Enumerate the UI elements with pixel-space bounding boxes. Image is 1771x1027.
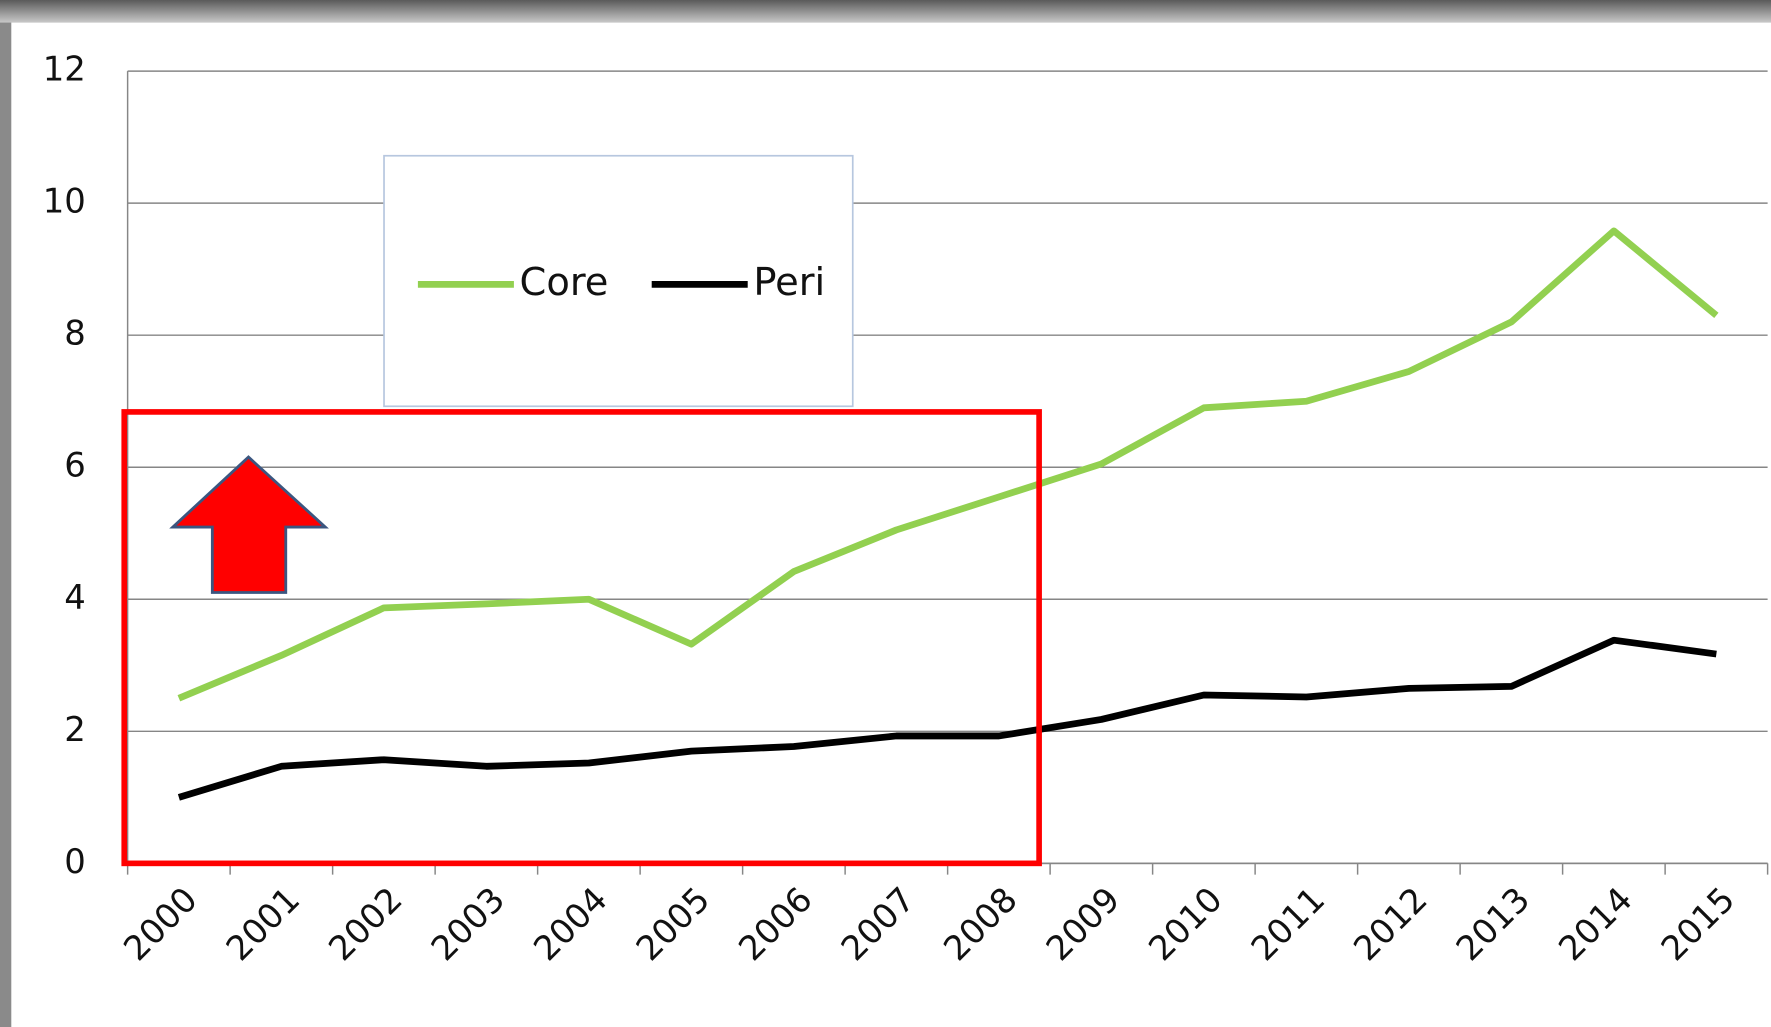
y-tick-label: 2 xyxy=(64,710,86,749)
highlight-box xyxy=(121,409,1042,867)
y-tick-label: 6 xyxy=(64,446,86,485)
lines xyxy=(177,227,1719,801)
legend-label: Peri xyxy=(753,260,825,305)
up-arrow xyxy=(169,455,329,594)
series-line xyxy=(177,636,1717,801)
y-tick-label: 8 xyxy=(64,314,86,353)
legend-label: Core xyxy=(520,260,609,305)
y-tick-label: 12 xyxy=(43,50,86,89)
y-tick-label: 4 xyxy=(64,578,86,617)
legend: Core Peri xyxy=(417,260,825,305)
series-line xyxy=(177,227,1719,702)
y-tick-label: 0 xyxy=(64,842,86,881)
frame-top xyxy=(0,0,1771,23)
y-tick-label: 10 xyxy=(43,182,86,221)
